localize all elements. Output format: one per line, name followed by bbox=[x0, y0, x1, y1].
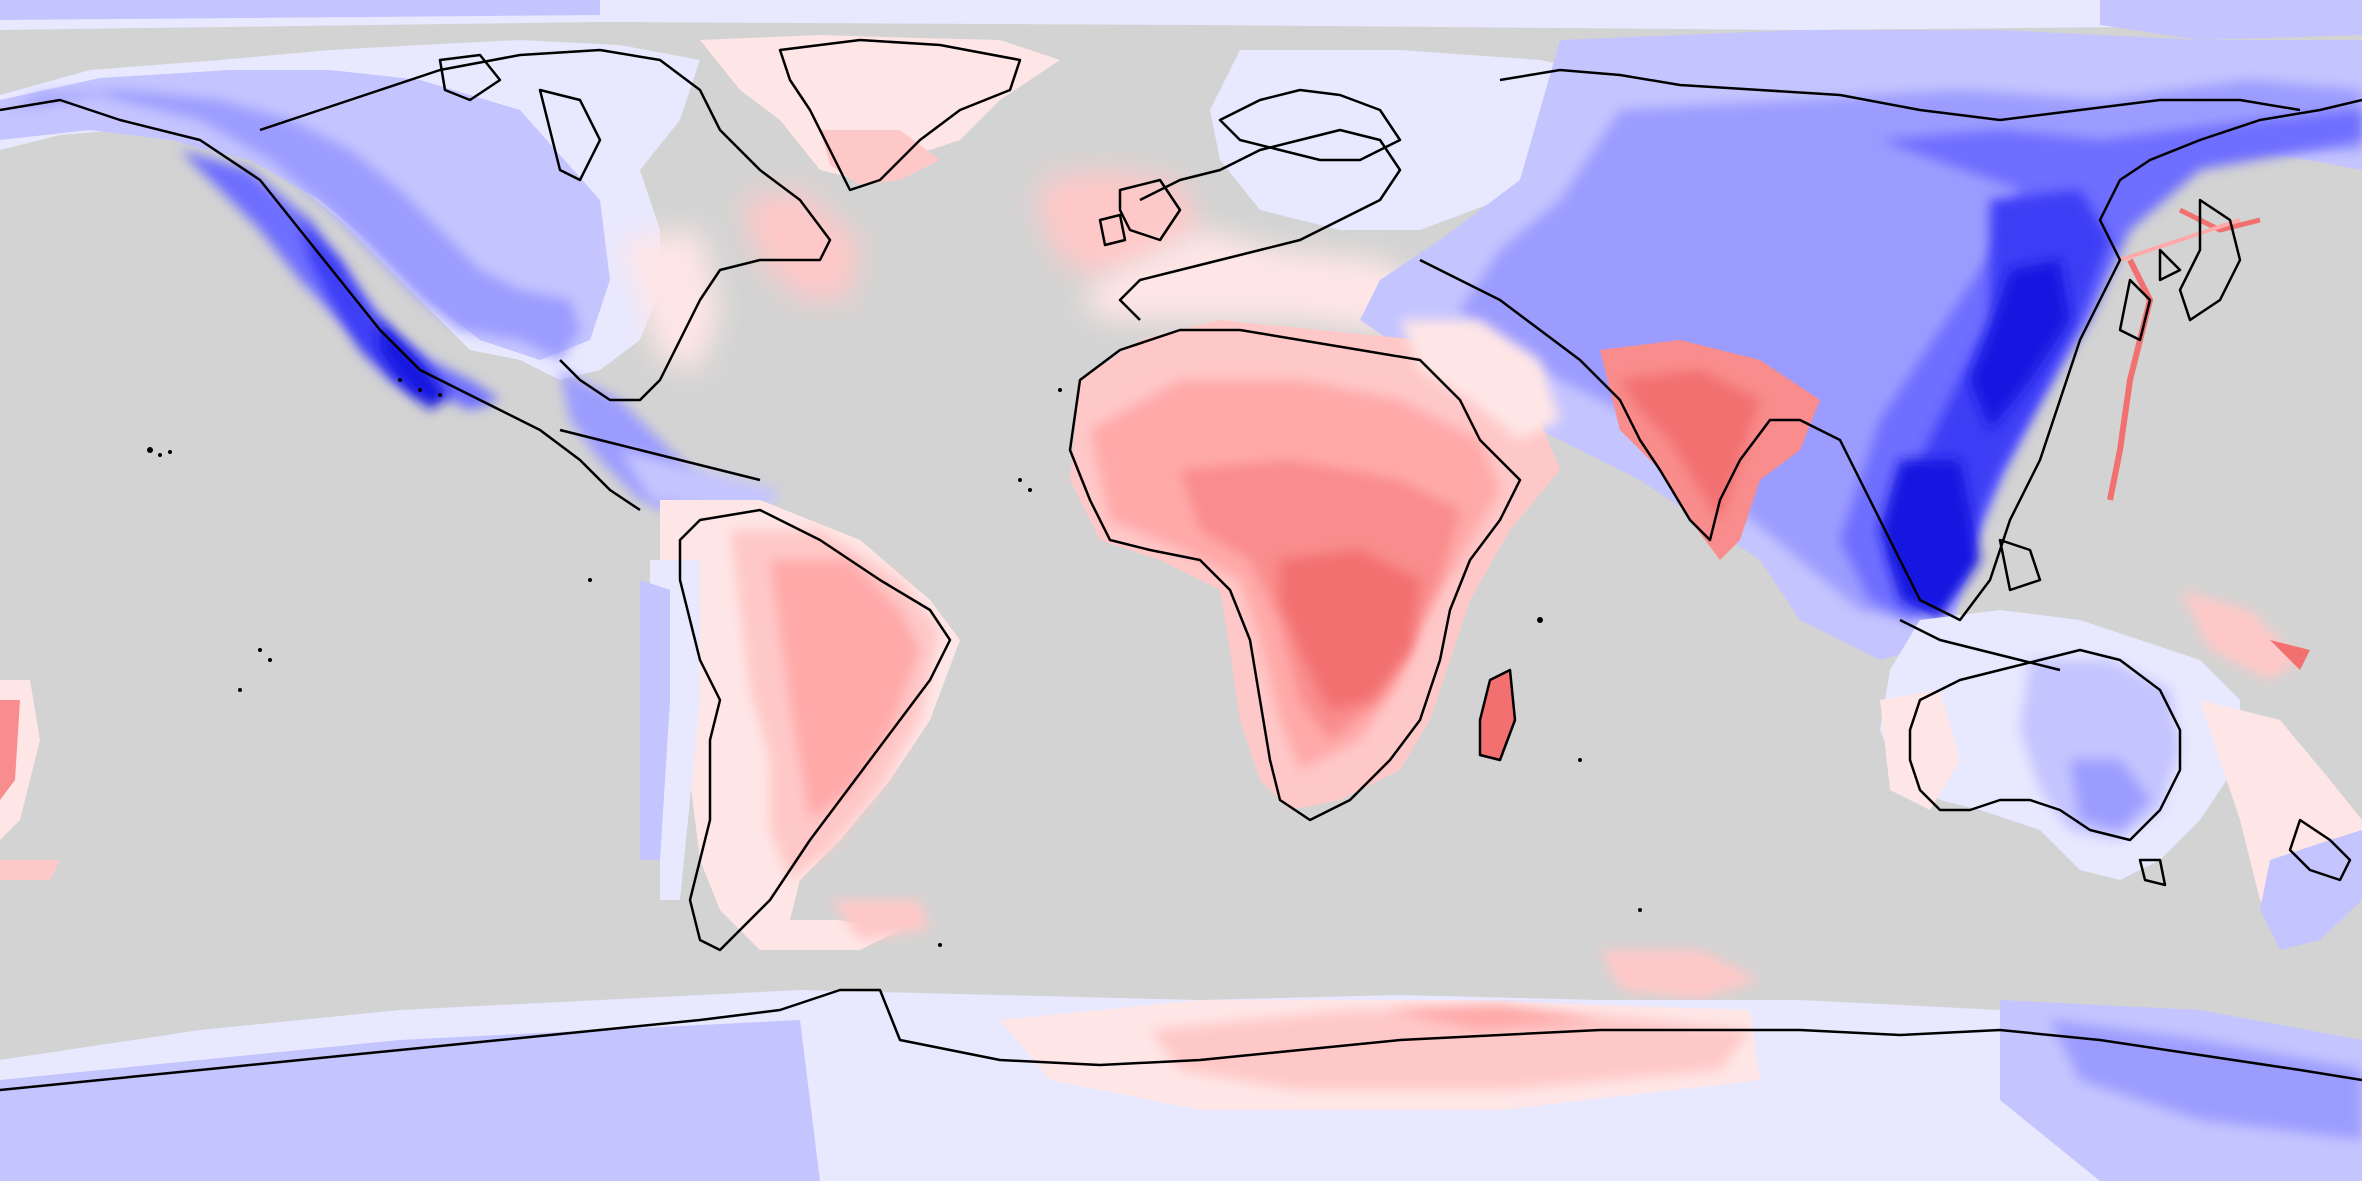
africa-field bbox=[1070, 320, 1560, 810]
island-dots bbox=[147, 378, 1642, 947]
coastlines bbox=[0, 38, 2362, 1092]
arctic-field bbox=[0, 0, 2362, 40]
antarctica-field bbox=[0, 990, 2362, 1181]
asia-field bbox=[1360, 30, 2362, 660]
southern-ocean-field bbox=[830, 900, 1760, 1000]
greenland-field bbox=[700, 35, 1060, 185]
india-field bbox=[1600, 340, 1820, 560]
europe-field bbox=[1040, 50, 1640, 330]
pacific-islands-field bbox=[0, 680, 60, 880]
south-america-field bbox=[640, 500, 960, 950]
